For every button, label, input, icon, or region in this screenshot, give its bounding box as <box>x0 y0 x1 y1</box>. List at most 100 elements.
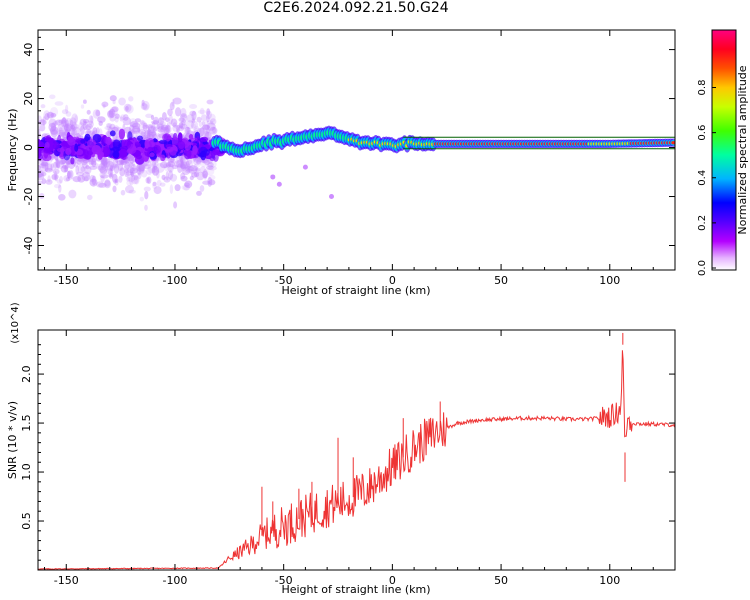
noise-blob <box>82 171 91 178</box>
noise-blob <box>206 115 210 123</box>
noise-blob <box>184 180 193 189</box>
noise-blob <box>152 181 158 190</box>
noise-blob <box>163 163 168 169</box>
noise-blob <box>131 127 141 134</box>
noise-blob <box>146 176 152 184</box>
noise-blob <box>193 168 201 174</box>
noise-blob <box>206 120 214 125</box>
noise-blob <box>159 182 166 187</box>
noise-blob <box>103 168 110 175</box>
noise-blob <box>150 114 155 120</box>
noise-blob <box>38 171 44 178</box>
noise-blob <box>128 96 134 102</box>
noise-blob <box>103 160 108 168</box>
noise-blob <box>156 123 160 130</box>
noise-blob <box>189 165 199 172</box>
noise-blob <box>202 169 208 179</box>
noise-blob <box>109 164 113 172</box>
noise-blob <box>102 104 106 109</box>
noise-blob <box>180 172 186 180</box>
noise-blob <box>195 167 201 172</box>
noise-blob <box>42 116 46 127</box>
noise-blob <box>80 125 85 135</box>
noise-blob <box>153 119 160 125</box>
noise-blob <box>119 167 125 177</box>
noise-blob <box>58 127 63 137</box>
noise-blob <box>165 171 169 181</box>
noise-blob <box>147 128 151 135</box>
noise-blob <box>201 121 206 126</box>
noise-blob <box>151 166 156 174</box>
noise-blob <box>104 165 109 172</box>
noise-blob <box>162 112 167 121</box>
core-blob <box>160 154 166 162</box>
snr-plot-area <box>38 330 675 570</box>
core-blob <box>80 139 86 144</box>
y-tick-label: 1.5 <box>20 414 33 432</box>
noise-blob <box>82 159 88 169</box>
noise-blob <box>149 131 158 139</box>
snr-line <box>38 350 675 570</box>
core-blob <box>44 141 50 149</box>
noise-blob <box>152 181 157 187</box>
core-blob <box>162 133 172 142</box>
noise-blob <box>190 120 198 130</box>
noise-blob <box>153 162 157 171</box>
noise-blob <box>199 107 205 115</box>
noise-blob <box>191 110 197 121</box>
noise-blob <box>128 163 133 168</box>
noise-blob <box>82 121 87 126</box>
noise-blob <box>191 172 198 178</box>
noise-blob <box>78 122 84 131</box>
noise-blob <box>143 103 149 110</box>
noise-blob <box>157 125 166 133</box>
core-blob <box>57 147 65 153</box>
noise-blob <box>133 174 138 181</box>
noise-blob <box>69 117 77 127</box>
noise-blob <box>77 175 86 183</box>
noise-blob <box>67 170 73 181</box>
noise-blob <box>159 124 164 129</box>
noise-blob <box>65 104 69 113</box>
noise-blob <box>80 166 86 173</box>
noise-blob <box>184 126 191 135</box>
noise-blob <box>104 179 111 187</box>
noise-blob <box>127 166 135 173</box>
noise-blob <box>167 160 175 168</box>
noise-blob <box>155 156 162 162</box>
noise-blob <box>160 126 170 133</box>
noise-blob <box>60 117 67 128</box>
noise-blob <box>206 122 216 131</box>
noise-blob <box>116 160 123 166</box>
core-blob <box>61 140 68 147</box>
noise-blob <box>144 191 149 200</box>
noise-blob <box>132 122 141 129</box>
noise-blob <box>172 97 182 105</box>
noise-blob <box>118 97 126 106</box>
noise-blob <box>65 119 69 129</box>
core-blob <box>158 139 168 145</box>
noise-blob <box>120 114 126 121</box>
noise-blob <box>109 169 114 177</box>
noise-blob <box>179 156 184 163</box>
noise-blob <box>90 160 97 166</box>
noise-blob <box>61 124 65 132</box>
noise-blob <box>109 161 116 172</box>
core-blob <box>87 139 96 148</box>
noise-blob <box>180 154 185 165</box>
noise-blob <box>114 113 120 119</box>
noise-blob <box>179 123 188 129</box>
core-blob <box>191 137 198 142</box>
noise-blob <box>113 164 120 174</box>
noise-blob <box>208 175 216 180</box>
core-blob <box>65 147 72 156</box>
noise-blob <box>156 179 162 187</box>
noise-blob <box>177 163 183 174</box>
noise-blob <box>129 169 136 176</box>
noise-blob <box>145 113 153 119</box>
x-tick-label: -150 <box>54 574 79 587</box>
noise-blob <box>188 165 198 175</box>
noise-blob <box>113 179 117 185</box>
noise-blob <box>75 165 79 175</box>
noise-blob <box>76 159 82 165</box>
